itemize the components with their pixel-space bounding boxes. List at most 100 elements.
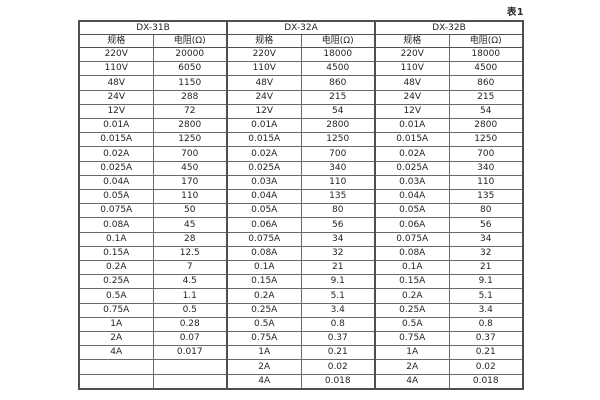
- table-cell: 1.1: [152, 288, 228, 304]
- table-cell: 21: [448, 260, 524, 276]
- resistance-column-header: 电阻(Ω): [448, 34, 524, 48]
- table-cell: 110V: [374, 61, 450, 77]
- table-cell: 0.15A: [78, 245, 154, 262]
- table-cell: 288: [152, 89, 228, 105]
- spec-column-header: 规格: [78, 34, 154, 48]
- table-cell: 4500: [300, 61, 376, 77]
- table-cell: 72: [152, 103, 228, 120]
- table-cell: [152, 373, 228, 390]
- table-cell: 0.08A: [374, 245, 450, 262]
- table-cell: 12V: [78, 103, 154, 120]
- table-caption: 表1: [506, 7, 524, 18]
- table-cell: 220V: [78, 46, 154, 63]
- table-cell: 0.08A: [226, 245, 302, 262]
- table-cell: 1A: [78, 316, 154, 333]
- table-cell: 110: [300, 174, 376, 191]
- table-row: 4A 0.018 4A 0.018: [78, 373, 524, 390]
- table-cell: 0.04A: [226, 189, 302, 205]
- table-cell: 0.01A: [78, 118, 154, 134]
- table-cell: 110V: [78, 61, 154, 77]
- table-row: 12V 72 12V 54 12V 54: [78, 103, 524, 120]
- table-cell: 340: [300, 160, 376, 176]
- table-row: 0.01A 2800 0.01A 2800 0.01A 2800: [78, 118, 524, 134]
- table-cell: 2800: [448, 118, 524, 134]
- table-cell: 0.5: [152, 302, 228, 318]
- table-cell: 48V: [226, 75, 302, 91]
- table-cell: 0.03A: [374, 174, 450, 191]
- spec-column-header: 规格: [374, 34, 450, 48]
- table-cell: 3.4: [300, 302, 376, 318]
- table-cell: 340: [448, 160, 524, 176]
- table-row: 0.15A 12.5 0.08A 32 0.08A 32: [78, 245, 524, 262]
- table-cell: 700: [448, 146, 524, 162]
- table-cell: 0.02: [448, 359, 524, 375]
- table-cell: 4500: [448, 61, 524, 77]
- table-cell: 56: [300, 217, 376, 233]
- table-cell: 7: [152, 260, 228, 276]
- table-cell: 0.04A: [78, 174, 154, 191]
- table-cell: 0.01A: [374, 118, 450, 134]
- table-cell: 0.75A: [374, 331, 450, 347]
- table-cell: 0.8: [448, 316, 524, 333]
- table-cell: 450: [152, 160, 228, 176]
- table-cell: 0.2A: [78, 260, 154, 276]
- table-cell: 135: [448, 189, 524, 205]
- table-cell: 9.1: [300, 274, 376, 290]
- table-cell: [152, 359, 228, 375]
- table-cell: 0.025A: [226, 160, 302, 176]
- table-cell: 0.017: [152, 345, 228, 361]
- table-cell: 0.2A: [226, 288, 302, 304]
- table-row: 0.015A 1250 0.015A 1250 0.015A 1250: [78, 132, 524, 148]
- table-row: 0.04A 170 0.03A 110 0.03A 110: [78, 174, 524, 191]
- table-cell: 3.4: [448, 302, 524, 318]
- table-cell: 700: [300, 146, 376, 162]
- table-cell: [78, 373, 154, 390]
- table-row: 0.75A 0.5 0.25A 3.4 0.25A 3.4: [78, 302, 524, 318]
- table-cell: 0.04A: [374, 189, 450, 205]
- table-cell: 24V: [226, 89, 302, 105]
- group-header-row: DX-31B DX-32A DX-32B: [78, 20, 524, 35]
- table-row: 4A 0.017 1A 0.21 1A 0.21: [78, 345, 524, 361]
- table-cell: 0.075A: [374, 231, 450, 247]
- table-row: 2A 0.07 0.75A 0.37 0.75A 0.37: [78, 331, 524, 347]
- table-cell: 0.2A: [374, 288, 450, 304]
- table-cell: 215: [300, 89, 376, 105]
- table-cell: 0.8: [300, 316, 376, 333]
- table-cell: 0.21: [448, 345, 524, 361]
- table-cell: 0.018: [300, 373, 376, 390]
- table-cell: 1A: [374, 345, 450, 361]
- group-header-dx31b: DX-31B: [78, 20, 228, 35]
- table-cell: 2800: [300, 118, 376, 134]
- table-cell: 0.5A: [226, 316, 302, 333]
- table-cell: 1A: [226, 345, 302, 361]
- table-cell: 0.1A: [226, 260, 302, 276]
- table-cell: 18000: [448, 46, 524, 63]
- table-row: 220V 20000 220V 18000 220V 18000: [78, 46, 524, 63]
- table-cell: 2A: [374, 359, 450, 375]
- table-cell: 0.018: [448, 373, 524, 390]
- table-cell: 110: [152, 189, 228, 205]
- table-cell: 110V: [226, 61, 302, 77]
- table-cell: 18000: [300, 46, 376, 63]
- table-cell: 0.1A: [78, 231, 154, 247]
- table-cell: 0.06A: [226, 217, 302, 233]
- table-row: 24V 288 24V 215 24V 215: [78, 89, 524, 105]
- table-cell: 32: [448, 245, 524, 262]
- table-cell: 24V: [78, 89, 154, 105]
- table-cell: 2800: [152, 118, 228, 134]
- table-cell: 4A: [374, 373, 450, 390]
- table-cell: 0.015A: [374, 132, 450, 148]
- table-cell: 34: [300, 231, 376, 247]
- table-row: 0.1A 28 0.075A 34 0.075A 34: [78, 231, 524, 247]
- table-cell: 0.025A: [374, 160, 450, 176]
- table-cell: 1250: [300, 132, 376, 148]
- table-cell: 0.075A: [78, 203, 154, 219]
- table-cell: 1150: [152, 75, 228, 91]
- table-cell: 0.5A: [78, 288, 154, 304]
- table-cell: 48V: [374, 75, 450, 91]
- table-cell: 1250: [448, 132, 524, 148]
- table-row: 48V 1150 48V 860 48V 860: [78, 75, 524, 91]
- table-cell: 170: [152, 174, 228, 191]
- table-cell: 135: [300, 189, 376, 205]
